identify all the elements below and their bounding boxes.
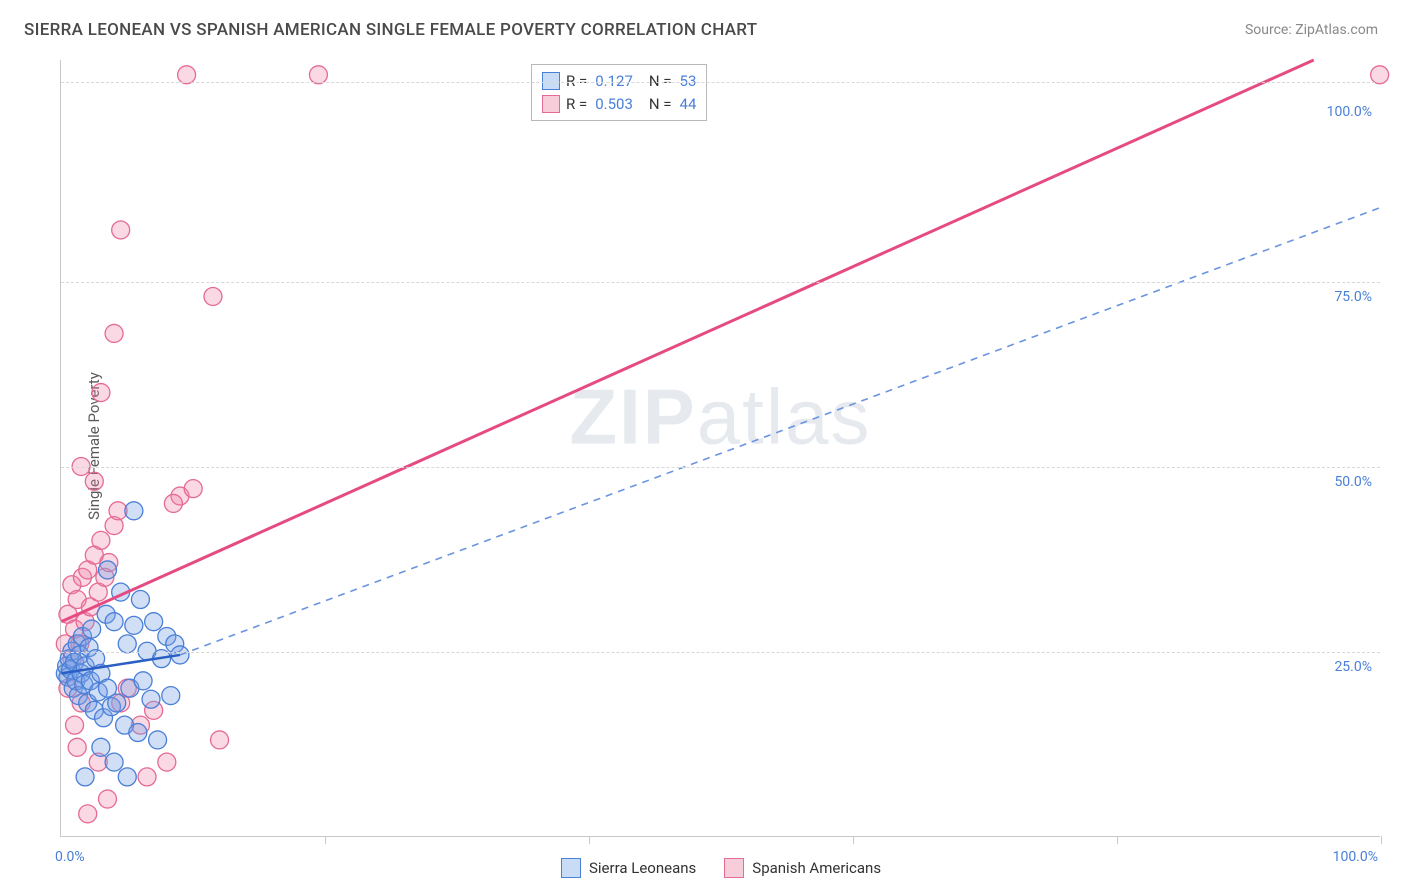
scatter-point-blue (162, 687, 180, 705)
scatter-point-pink (211, 731, 229, 749)
trendline-pink (61, 60, 1313, 622)
stats-n-label-2: N = (649, 93, 672, 116)
scatter-point-blue (142, 690, 160, 708)
scatter-point-blue (108, 694, 126, 712)
scatter-point-pink (85, 472, 103, 490)
gridline-horizontal (61, 282, 1380, 283)
trendline-blue-dashed (180, 208, 1380, 655)
source-attribution: Source: ZipAtlas.com (1245, 22, 1378, 38)
y-tick-label: 100.0% (1327, 104, 1372, 120)
gridline-horizontal (61, 467, 1380, 468)
chart-container: SIERRA LEONEAN VS SPANISH AMERICAN SINGL… (0, 0, 1406, 892)
plot-area: ZIPatlas R = 0.127 N = 53 R = 0.503 N = … (60, 60, 1380, 837)
scatter-point-blue (131, 591, 149, 609)
scatter-point-pink (92, 531, 110, 549)
scatter-point-pink (158, 753, 176, 771)
scatter-point-blue (145, 613, 163, 631)
x-max-label: 100.0% (1333, 849, 1378, 865)
stats-r-label-2: R = (566, 93, 587, 116)
scatter-point-blue (83, 620, 101, 638)
y-tick-label: 75.0% (1334, 289, 1372, 305)
swatch-pink-icon (542, 95, 560, 113)
x-tick (1381, 836, 1382, 844)
stats-row-pink: R = 0.503 N = 44 (542, 93, 696, 116)
plot-svg (61, 60, 1380, 836)
scatter-point-pink (178, 66, 196, 84)
scatter-point-pink (138, 768, 156, 786)
gridline-horizontal (61, 82, 1380, 83)
scatter-point-pink (204, 288, 222, 306)
stats-pink-n: 44 (680, 93, 697, 116)
scatter-point-pink (105, 324, 123, 342)
scatter-point-blue (125, 502, 143, 520)
scatter-point-pink (309, 66, 327, 84)
legend-item-pink: Spanish Americans (724, 858, 881, 878)
x-tick (853, 836, 854, 844)
scatter-point-pink (164, 494, 182, 512)
x-tick (589, 836, 590, 844)
legend-pink-label: Spanish Americans (752, 859, 881, 877)
correlation-stats-box: R = 0.127 N = 53 R = 0.503 N = 44 (531, 64, 707, 121)
y-tick-label: 50.0% (1334, 474, 1372, 490)
scatter-point-pink (99, 790, 117, 808)
scatter-point-blue (125, 616, 143, 634)
scatter-point-blue (105, 753, 123, 771)
x-origin-label: 0.0% (55, 849, 85, 865)
scatter-point-blue (129, 724, 147, 742)
gridline-horizontal (61, 652, 1380, 653)
scatter-point-pink (68, 738, 86, 756)
x-tick (1117, 836, 1118, 844)
chart-title: SIERRA LEONEAN VS SPANISH AMERICAN SINGL… (24, 20, 757, 40)
scatter-point-pink (79, 805, 97, 823)
scatter-point-blue (99, 561, 117, 579)
scatter-point-pink (1371, 66, 1389, 84)
scatter-point-pink (66, 716, 84, 734)
swatch-pink-icon (724, 858, 744, 878)
legend-item-blue: Sierra Leoneans (561, 858, 696, 878)
scatter-point-pink (184, 480, 202, 498)
y-tick-label: 25.0% (1334, 659, 1372, 675)
stats-pink-r: 0.503 (595, 93, 633, 116)
scatter-point-blue (92, 738, 110, 756)
scatter-point-blue (118, 635, 136, 653)
scatter-point-pink (112, 221, 130, 239)
x-tick (325, 836, 326, 844)
series-legend: Sierra Leoneans Spanish Americans (561, 858, 881, 878)
scatter-point-pink (92, 384, 110, 402)
swatch-blue-icon (561, 858, 581, 878)
scatter-point-blue (76, 768, 94, 786)
legend-blue-label: Sierra Leoneans (589, 859, 696, 877)
scatter-point-blue (149, 731, 167, 749)
scatter-point-blue (134, 672, 152, 690)
scatter-point-blue (118, 768, 136, 786)
scatter-point-blue (105, 613, 123, 631)
